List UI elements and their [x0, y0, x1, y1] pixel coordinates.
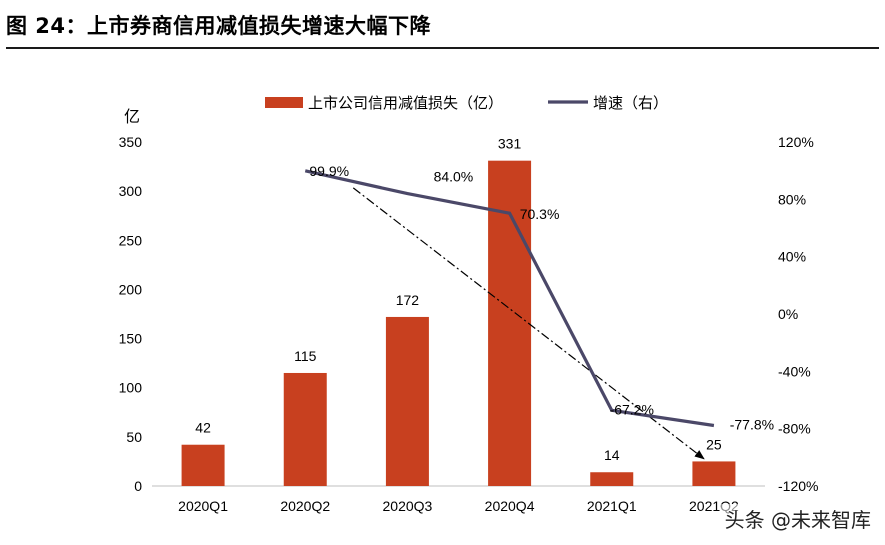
y-right-tick-label: -40%: [778, 363, 811, 379]
bar-value-label: 331: [498, 136, 522, 152]
y-left-tick-label: 0: [134, 478, 142, 494]
bar-value-label: 14: [604, 447, 620, 463]
line-value-label: -77.8%: [730, 417, 774, 433]
y-left-tick-label: 300: [119, 183, 143, 199]
y-left-tick-label: 350: [119, 134, 143, 150]
y-right-tick-label: -80%: [778, 421, 811, 437]
bar: [181, 444, 225, 486]
watermark: 头条 @未来智库: [720, 504, 875, 533]
x-tick-label: 2021Q1: [587, 498, 637, 514]
legend-line-label: 增速（右）: [593, 95, 668, 112]
line-series: [304, 169, 715, 428]
bar-value-label: 115: [294, 348, 317, 364]
legend-bar-label: 上市公司信用减值损失（亿）: [308, 95, 503, 112]
y-right-tick-label: 0%: [778, 306, 798, 322]
bar-series: [181, 160, 736, 486]
bar-value-label: 42: [195, 420, 211, 436]
y-right-tick-label: -120%: [778, 478, 818, 494]
bar: [385, 316, 429, 486]
y-left-tick-label: 250: [119, 232, 143, 248]
y-left-tick-label: 100: [119, 380, 143, 396]
y-left-axis-label: 亿: [124, 108, 140, 126]
data-labels: 42 115 172 331 14 25 99.9% 84.0% 70.3% -67.2% -77.…: [195, 136, 774, 464]
x-tick-label: 2020Q4: [485, 498, 535, 514]
trend-arrow-line: [352, 187, 705, 460]
x-tick-label: 2020Q1: [178, 498, 228, 514]
line-value-label: 99.9%: [309, 163, 349, 179]
y-left-tick-label: 200: [119, 281, 143, 297]
growth-line: [304, 169, 715, 428]
y-right-tick-label: 40%: [778, 249, 806, 265]
bar: [283, 372, 327, 486]
bar: [590, 472, 634, 486]
y-right-tick-label: 80%: [778, 191, 806, 207]
legend-bar-swatch: [265, 97, 303, 108]
trend-arrow: [352, 187, 705, 460]
figure-title: 图 24：上市券商信用减值损失增速大幅下降: [6, 14, 432, 38]
axes: 0 50 100 150 200 250 300 350 亿 -120% -80% -40% 0% 40%…: [119, 108, 819, 514]
x-tick-label: 2020Q2: [280, 498, 330, 514]
bar: [692, 461, 736, 486]
y-left-tick-label: 150: [119, 331, 143, 347]
line-value-label: -67.2%: [610, 401, 654, 417]
bar-value-label: 25: [706, 436, 722, 452]
y-left-tick-label: 50: [126, 429, 142, 445]
legend: 上市公司信用减值损失（亿） 增速（右）: [265, 95, 668, 112]
line-value-label: 84.0%: [434, 169, 474, 185]
line-value-label: 70.3%: [520, 206, 560, 222]
x-tick-label: 2020Q3: [383, 498, 433, 514]
bar-value-label: 172: [396, 292, 420, 308]
title-rule: [6, 47, 879, 49]
y-right-tick-label: 120%: [778, 134, 814, 150]
